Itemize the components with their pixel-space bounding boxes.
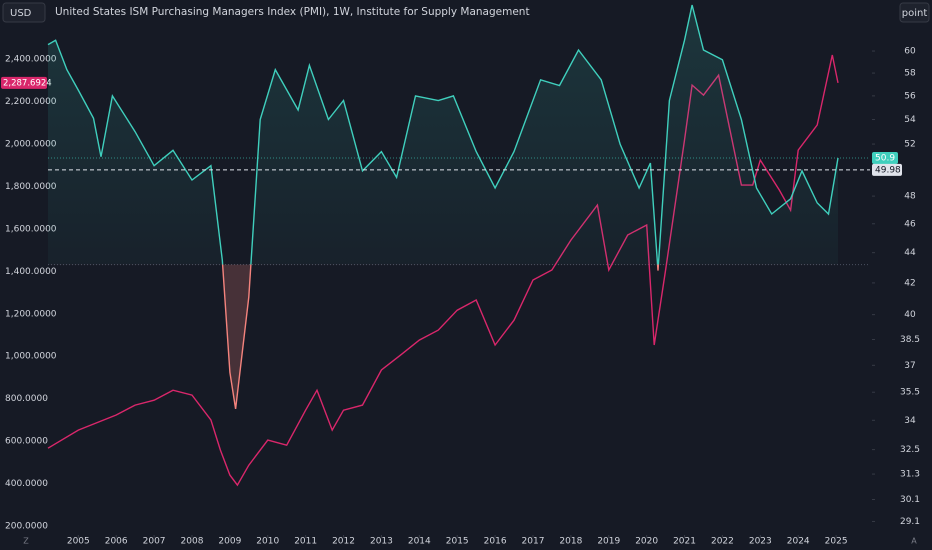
y-tick-label: 2,400.0000 xyxy=(5,55,57,65)
y2-tick-label: 35.5 xyxy=(900,388,920,398)
y-tick-label: 2,200.0000 xyxy=(5,97,57,107)
x-tick-label: 2015 xyxy=(446,537,469,547)
y2-tick-label: 60 xyxy=(904,47,916,57)
x-tick-label: 2008 xyxy=(181,537,204,547)
x-tick-label: 2020 xyxy=(635,537,658,547)
chart-title: United States ISM Purchasing Managers In… xyxy=(55,6,530,18)
footer-right[interactable]: A xyxy=(911,537,917,546)
y-tick-label: 1,000.0000 xyxy=(5,352,57,362)
x-tick-label: 2012 xyxy=(332,537,355,547)
x-tick-label: 2021 xyxy=(673,537,696,547)
last-value-label: 50.9 xyxy=(875,153,895,163)
x-tick-label: 2022 xyxy=(711,537,734,547)
x-tick-label: 2019 xyxy=(597,537,620,547)
currency-label: USD xyxy=(10,8,32,19)
last-value-label: 2,287.6924 xyxy=(3,78,52,88)
y2-tick-label: 44 xyxy=(904,248,916,258)
y-tick-label: 2,000.0000 xyxy=(5,139,57,149)
y2-tick-label: 30.1 xyxy=(900,495,920,505)
last-value-box xyxy=(872,151,898,164)
x-tick-label: 2006 xyxy=(105,537,128,547)
y-tick-label: 1,200.0000 xyxy=(5,309,57,319)
scale-label: point xyxy=(902,8,928,19)
scale-button[interactable] xyxy=(899,2,930,23)
y-tick-label: 200.0000 xyxy=(5,522,48,532)
y2-tick-label: 52 xyxy=(904,140,915,150)
y2-tick-label: 46 xyxy=(904,219,916,229)
x-tick-label: 2017 xyxy=(522,537,545,547)
y2-tick-label: 42 xyxy=(904,278,915,288)
footer-left[interactable]: Z xyxy=(23,537,29,546)
y-tick-label: 1,600.0000 xyxy=(5,224,57,234)
y-tick-label: 1,800.0000 xyxy=(5,182,57,192)
y-tick-label: 400.0000 xyxy=(5,479,48,489)
y2-tick-label: 37 xyxy=(904,361,915,371)
currency-button[interactable] xyxy=(2,2,46,23)
x-tick-label: 2005 xyxy=(67,537,90,547)
x-tick-label: 2023 xyxy=(749,537,772,547)
x-tick-label: 2014 xyxy=(408,537,431,547)
x-tick-label: 2009 xyxy=(218,537,241,547)
y2-tick-label: 32.5 xyxy=(900,445,920,455)
area xyxy=(48,5,838,409)
y2-tick-label: 48 xyxy=(904,192,916,202)
y2-tick-label: 31.3 xyxy=(900,470,920,480)
x-tick-label: 2025 xyxy=(825,537,848,547)
y2-tick-label: 54 xyxy=(904,115,916,125)
x-tick-label: 2018 xyxy=(559,537,582,547)
series-line xyxy=(47,4,839,410)
x-tick-label: 2011 xyxy=(294,537,317,547)
x-tick-label: 2016 xyxy=(484,537,507,547)
y2-tick-label: 34 xyxy=(904,416,916,426)
y2-tick-label: 38.5 xyxy=(900,335,920,345)
y2-tick-label: 56 xyxy=(904,91,916,101)
y2-tick-label: 58 xyxy=(904,69,916,79)
x-tick-label: 2010 xyxy=(256,537,279,547)
crosshair-box xyxy=(872,163,902,176)
y-tick-label: 1,400.0000 xyxy=(5,267,57,277)
y2-tick-label: 40 xyxy=(904,310,916,320)
y-tick-label: 800.0000 xyxy=(5,394,48,404)
y-tick-label: 600.0000 xyxy=(5,437,48,447)
crosshair-label: 49.98 xyxy=(875,165,901,175)
last-value-box xyxy=(1,76,47,89)
plot: 200.0000 400.0000 600.0000 800.0000 1,000.00… xyxy=(1,4,920,547)
x-tick-label: 2007 xyxy=(143,537,166,547)
x-tick-label: 2024 xyxy=(787,537,810,547)
x-tick-label: 2013 xyxy=(370,537,393,547)
y2-tick-label: 29.1 xyxy=(900,517,920,527)
